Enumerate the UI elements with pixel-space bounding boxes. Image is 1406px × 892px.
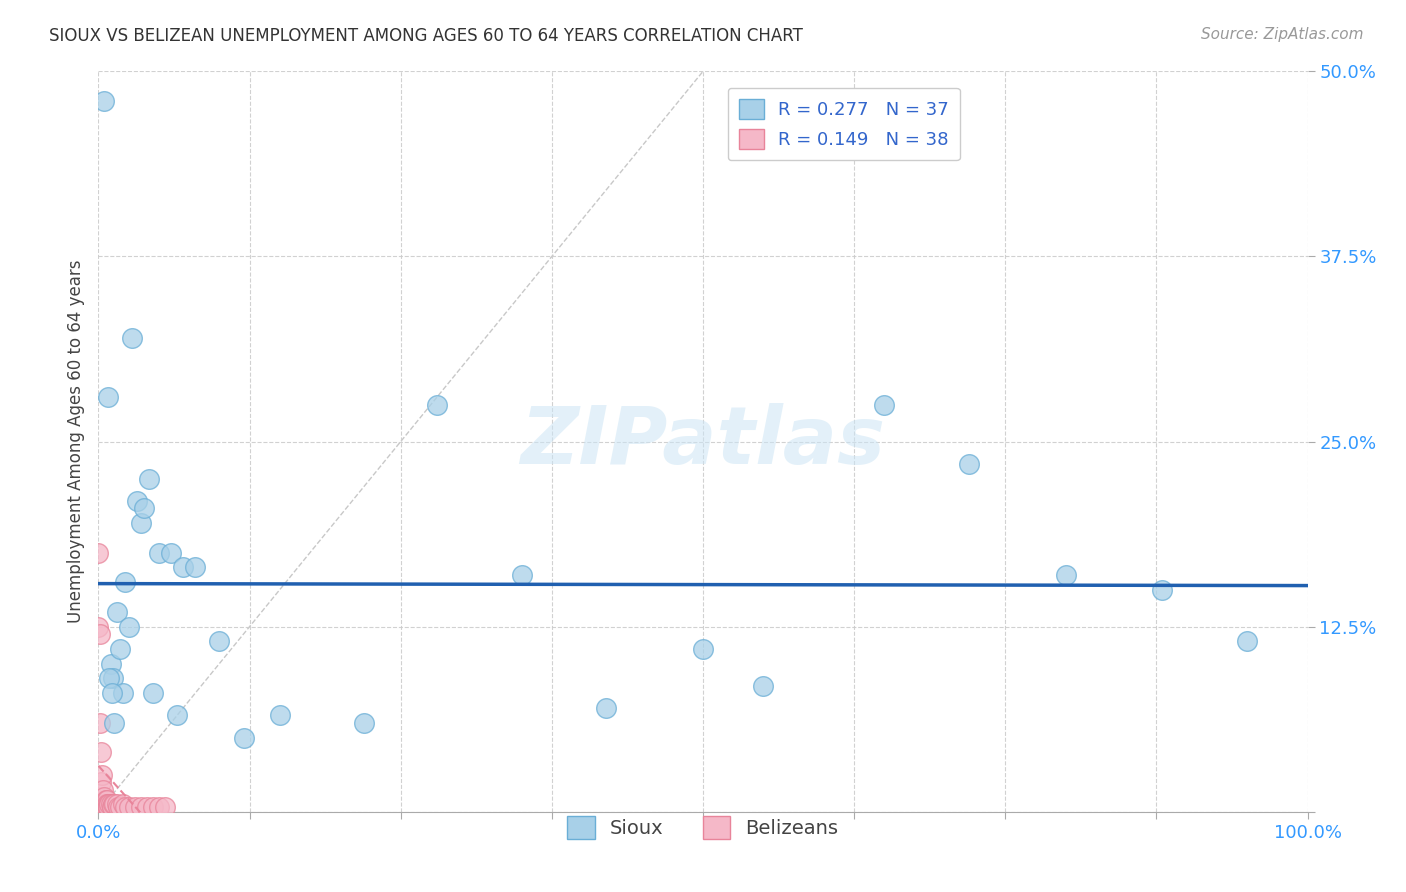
Point: [160, 546, 183, 560]
Point: [89, 797, 111, 812]
Point: [353, 715, 375, 730]
Point: [118, 800, 141, 814]
Point: [97, 390, 120, 404]
Point: [100, 800, 122, 814]
Point: [1054, 567, 1077, 582]
Point: [87, 546, 110, 560]
Point: [114, 575, 136, 590]
Point: [121, 331, 143, 345]
Point: [93, 94, 115, 108]
Point: [208, 634, 231, 648]
Point: [510, 567, 533, 582]
Point: [232, 731, 254, 745]
Point: [103, 797, 125, 812]
Point: [107, 800, 129, 814]
Point: [96, 793, 118, 807]
Point: [91, 782, 114, 797]
Point: [97, 797, 120, 812]
Point: [873, 398, 896, 412]
Point: [93, 797, 115, 812]
Point: [134, 501, 156, 516]
Point: [127, 493, 149, 508]
Point: [752, 679, 775, 693]
Point: [957, 457, 980, 471]
Legend: Sioux, Belizeans: Sioux, Belizeans: [560, 808, 846, 847]
Point: [111, 797, 134, 812]
Point: [91, 797, 114, 812]
Point: [142, 686, 165, 700]
Point: [426, 398, 449, 412]
Point: [129, 516, 152, 530]
Point: [135, 800, 157, 814]
Point: [100, 797, 122, 812]
Point: [184, 560, 207, 574]
Text: SIOUX VS BELIZEAN UNEMPLOYMENT AMONG AGES 60 TO 64 YEARS CORRELATION CHART: SIOUX VS BELIZEAN UNEMPLOYMENT AMONG AGE…: [49, 27, 803, 45]
Point: [98, 797, 121, 812]
Text: Source: ZipAtlas.com: Source: ZipAtlas.com: [1201, 27, 1364, 42]
Point: [90, 775, 112, 789]
Point: [148, 546, 170, 560]
Point: [101, 672, 124, 686]
Point: [90, 797, 112, 812]
Point: [96, 797, 118, 812]
Text: ZIPatlas: ZIPatlas: [520, 402, 886, 481]
Point: [101, 797, 124, 812]
Point: [103, 715, 125, 730]
Point: [114, 800, 136, 814]
Point: [97, 800, 120, 814]
Point: [138, 471, 160, 485]
Point: [87, 789, 110, 804]
Point: [148, 800, 170, 814]
Point: [166, 708, 188, 723]
Point: [90, 746, 112, 760]
Point: [172, 560, 194, 574]
Point: [111, 686, 134, 700]
Point: [100, 657, 122, 671]
Point: [93, 789, 115, 804]
Point: [108, 800, 131, 814]
Point: [129, 800, 152, 814]
Point: [108, 641, 131, 656]
Y-axis label: Unemployment Among Ages 60 to 64 years: Unemployment Among Ages 60 to 64 years: [66, 260, 84, 624]
Point: [91, 767, 114, 781]
Point: [595, 701, 617, 715]
Point: [1236, 634, 1258, 648]
Point: [89, 715, 111, 730]
Point: [142, 800, 165, 814]
Point: [692, 641, 714, 656]
Point: [100, 686, 122, 700]
Point: [94, 793, 117, 807]
Point: [98, 672, 121, 686]
Point: [94, 797, 117, 812]
Point: [87, 619, 110, 633]
Point: [89, 627, 111, 641]
Point: [1152, 582, 1174, 597]
Point: [91, 797, 114, 812]
Point: [105, 605, 128, 619]
Point: [124, 800, 146, 814]
Point: [269, 708, 291, 723]
Point: [153, 800, 176, 814]
Point: [118, 619, 141, 633]
Point: [105, 797, 128, 812]
